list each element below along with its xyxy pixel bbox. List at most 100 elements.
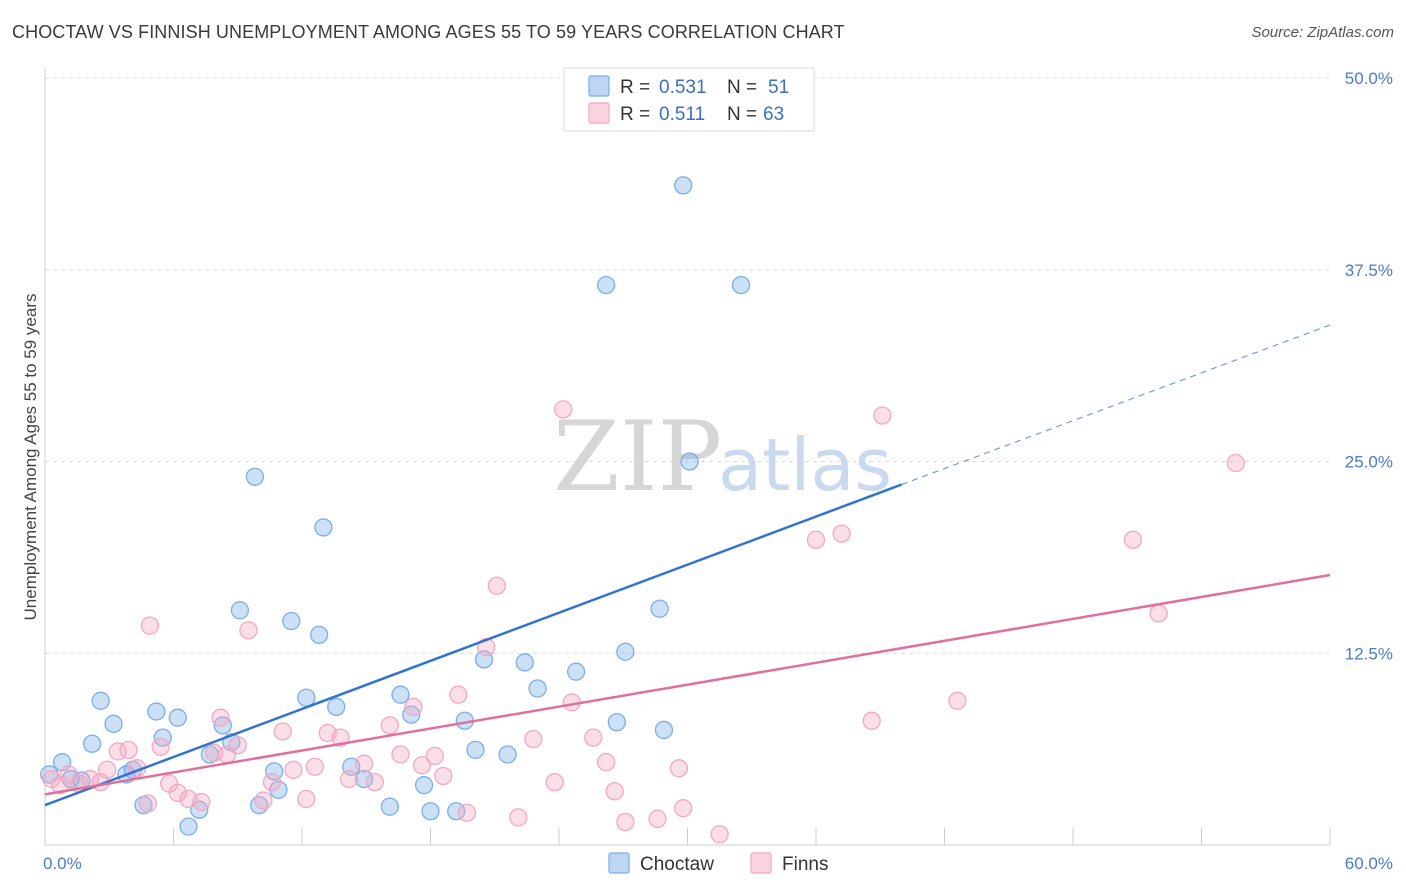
point-choctaw-30: [380, 797, 399, 816]
grid-lines: [45, 77, 1330, 654]
point-choctaw-40: [515, 653, 534, 672]
point-choctaw-13: [179, 817, 198, 836]
point-choctaw-46: [650, 599, 669, 618]
point-finns-12: [151, 737, 170, 756]
point-finns-55: [710, 825, 729, 844]
point-finns-30: [339, 769, 359, 789]
legend-swatch-finns: [588, 102, 610, 124]
correlation-legend: R = 0.531 N = 51 R = 0.511 N = 63: [563, 67, 815, 132]
point-finns-16: [192, 792, 211, 812]
point-finns-18: [211, 708, 230, 727]
point-finns-46: [554, 400, 573, 419]
y-tick-label-2: 37.5%: [1345, 261, 1393, 280]
point-finns-35: [404, 697, 423, 717]
point-finns-44: [524, 730, 543, 749]
point-choctaw-24: [297, 688, 316, 707]
point-choctaw-33: [414, 776, 434, 795]
point-choctaw-6: [104, 714, 123, 733]
watermark: ZIP atlas: [553, 401, 892, 513]
point-choctaw-27: [327, 697, 346, 717]
legend-n-value-finns: 63: [763, 104, 784, 125]
point-choctaw-43: [596, 275, 616, 295]
point-finns-10: [138, 794, 157, 813]
point-choctaw-37: [466, 740, 485, 760]
data-points: [40, 176, 1245, 844]
point-finns-32: [365, 772, 384, 792]
point-finns-40: [457, 803, 477, 822]
trend-line-choctaw-extension: [901, 324, 1331, 486]
point-finns-11: [140, 616, 160, 635]
point-finns-57: [832, 524, 851, 543]
chart-title: CHOCTAW VS FINNISH UNEMPLOYMENT AMONG AG…: [12, 22, 845, 42]
point-finns-29: [331, 728, 350, 747]
point-choctaw-47: [654, 720, 674, 740]
point-choctaw-19: [245, 467, 265, 486]
point-choctaw-25: [309, 625, 329, 644]
y-tick-label-1: 25.0%: [1345, 453, 1393, 472]
legend-n-label-finns: N =: [727, 104, 757, 125]
point-finns-37: [425, 746, 444, 766]
point-choctaw-45: [616, 642, 635, 661]
point-finns-27: [305, 757, 325, 776]
series-legend-swatch-choctaw: [608, 852, 630, 874]
point-finns-49: [596, 753, 616, 772]
series-legend-label-choctaw: Choctaw: [640, 854, 714, 875]
legend-n-label-choctaw: N =: [727, 77, 757, 98]
point-finns-51: [616, 812, 635, 832]
tick-labels: 12.5% 25.0% 37.5% 50.0% 0.0% 60.0%: [43, 69, 1393, 873]
point-finns-14: [168, 783, 187, 802]
point-finns-26: [297, 789, 316, 809]
point-choctaw-34: [421, 802, 440, 821]
legend-n-value-choctaw: 51: [768, 77, 789, 98]
point-finns-53: [669, 759, 689, 778]
point-finns-42: [487, 576, 507, 595]
watermark-zip: ZIP: [553, 401, 722, 513]
point-finns-20: [228, 736, 247, 755]
point-finns-54: [674, 799, 693, 818]
point-finns-8: [119, 740, 138, 760]
point-finns-58: [862, 711, 881, 730]
x-tick-label-1: 60.0%: [1345, 854, 1393, 873]
point-finns-63: [1226, 453, 1245, 473]
point-choctaw-12: [168, 708, 187, 727]
legend-r-label-finns: R =: [620, 104, 650, 125]
point-finns-31: [354, 754, 374, 773]
point-choctaw-31: [391, 685, 410, 704]
point-finns-25: [284, 760, 303, 779]
point-choctaw-39: [498, 745, 517, 764]
point-choctaw-10: [147, 702, 166, 721]
point-finns-33: [380, 716, 399, 735]
point-choctaw-5: [91, 691, 110, 710]
point-choctaw-26: [314, 518, 333, 537]
watermark-atlas: atlas: [718, 423, 892, 507]
axes: [44, 68, 1331, 846]
legend-swatch-choctaw: [588, 75, 610, 97]
point-finns-23: [262, 772, 282, 792]
point-choctaw-50: [731, 275, 751, 295]
legend-r-value-finns: 0.511: [659, 104, 705, 125]
chart-source: Source: ZipAtlas.com: [1251, 24, 1394, 41]
point-choctaw-23: [282, 611, 301, 631]
series-legend: Choctaw Finns: [608, 852, 828, 875]
point-finns-24: [273, 722, 292, 741]
legend-r-value-choctaw: 0.531: [659, 77, 707, 98]
y-axis-label: Unemployment Among Ages 55 to 59 years: [21, 294, 40, 621]
series-legend-swatch-finns: [750, 852, 772, 874]
trend-line-finns: [44, 573, 1331, 796]
series-legend-label-finns: Finns: [782, 854, 828, 875]
point-finns-59: [873, 406, 892, 425]
point-choctaw-29: [354, 769, 374, 789]
point-choctaw-44: [607, 713, 626, 732]
x-tick-label-0: 0.0%: [43, 854, 82, 873]
legend-r-label-choctaw: R =: [620, 77, 650, 98]
y-tick-label-0: 12.5%: [1345, 644, 1393, 663]
point-finns-39: [449, 685, 468, 704]
point-choctaw-41: [528, 679, 547, 698]
point-finns-48: [584, 728, 603, 747]
point-finns-50: [605, 782, 624, 801]
point-choctaw-48: [674, 176, 693, 195]
trend-lines: [44, 324, 1331, 807]
point-finns-43: [509, 808, 528, 827]
point-finns-34: [391, 745, 410, 764]
